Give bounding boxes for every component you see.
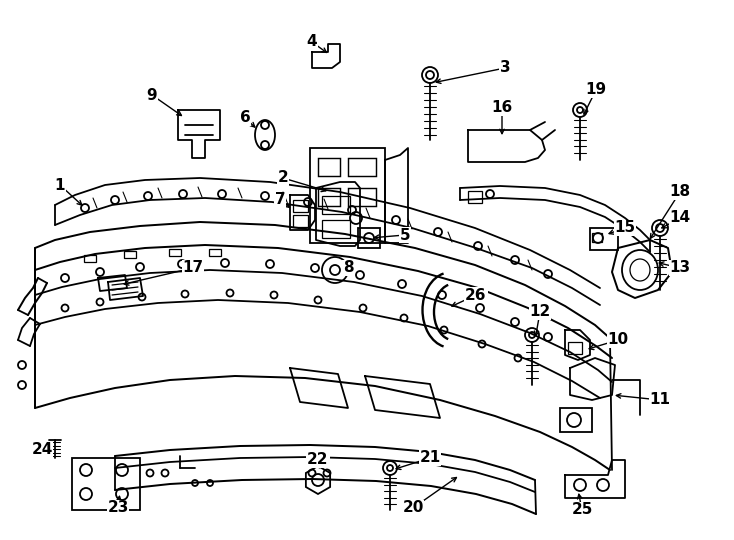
Bar <box>322 196 350 214</box>
Text: 13: 13 <box>669 260 691 275</box>
Text: 11: 11 <box>650 393 670 408</box>
Circle shape <box>652 220 668 236</box>
Text: 1: 1 <box>55 178 65 192</box>
Text: 12: 12 <box>529 305 550 320</box>
Text: 10: 10 <box>608 333 628 348</box>
Text: 21: 21 <box>419 450 440 465</box>
Text: 8: 8 <box>343 260 353 275</box>
Text: 25: 25 <box>571 503 592 517</box>
Bar <box>310 148 385 243</box>
Text: 3: 3 <box>500 60 510 76</box>
Bar <box>124 251 136 258</box>
Text: 19: 19 <box>586 83 606 98</box>
Text: 17: 17 <box>183 260 203 275</box>
Bar <box>348 158 376 176</box>
Bar <box>318 188 340 206</box>
Text: 5: 5 <box>400 227 410 242</box>
Bar <box>318 158 340 176</box>
Bar <box>169 249 181 256</box>
Bar <box>84 255 96 262</box>
Text: 23: 23 <box>107 501 128 516</box>
Text: 18: 18 <box>669 185 691 199</box>
Circle shape <box>422 67 438 83</box>
Bar <box>590 228 618 250</box>
Bar <box>568 342 582 354</box>
Circle shape <box>383 461 397 475</box>
Text: 24: 24 <box>32 442 53 457</box>
Text: 14: 14 <box>669 211 691 226</box>
Circle shape <box>525 328 539 342</box>
Bar <box>560 408 592 432</box>
Text: 20: 20 <box>402 501 424 516</box>
Text: 9: 9 <box>147 87 157 103</box>
Text: 2: 2 <box>277 171 288 186</box>
Bar <box>468 191 482 203</box>
Bar <box>348 188 376 206</box>
Text: 4: 4 <box>307 35 317 50</box>
Bar <box>209 249 221 256</box>
Text: 15: 15 <box>614 220 636 235</box>
Bar <box>322 220 350 238</box>
Text: 26: 26 <box>465 287 487 302</box>
Text: 6: 6 <box>239 111 250 125</box>
Text: 7: 7 <box>275 192 286 207</box>
Circle shape <box>573 103 587 117</box>
Bar <box>293 200 308 212</box>
Text: 16: 16 <box>491 100 512 116</box>
Bar <box>72 458 140 510</box>
Bar <box>592 233 602 242</box>
Bar <box>358 228 380 248</box>
Text: 22: 22 <box>308 453 329 468</box>
Bar <box>293 215 308 227</box>
